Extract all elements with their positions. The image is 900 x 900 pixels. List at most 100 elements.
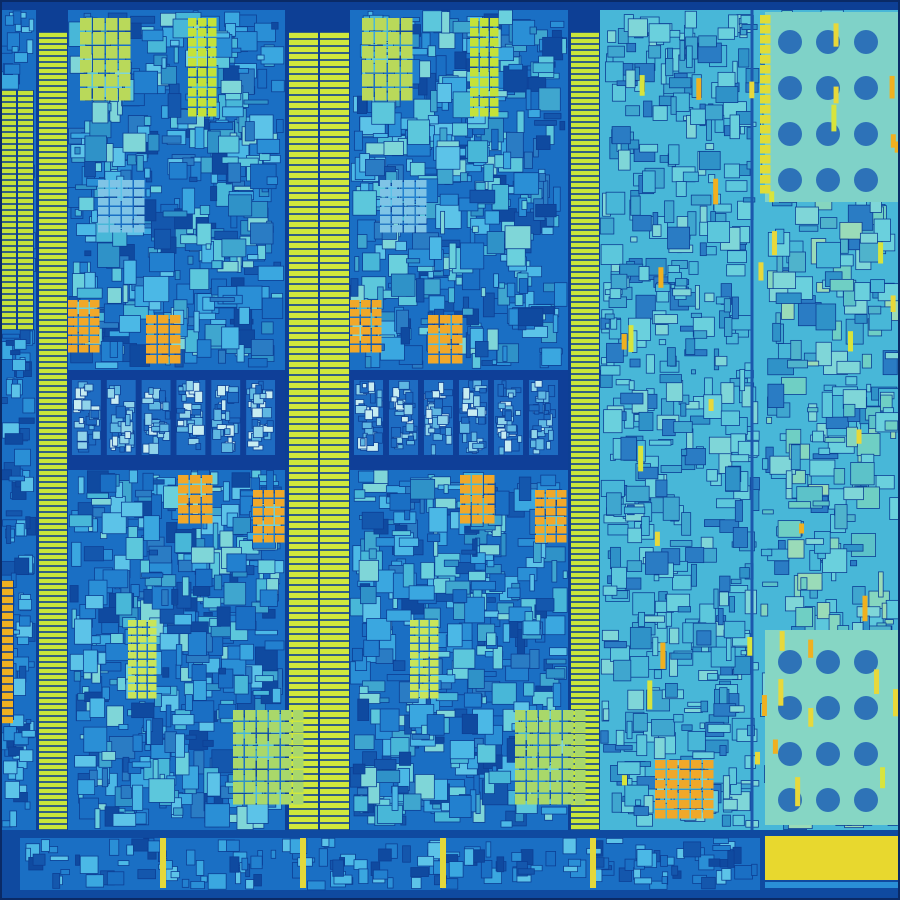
cell-array bbox=[198, 108, 207, 117]
die-block bbox=[386, 609, 412, 622]
die-block bbox=[212, 522, 219, 550]
cell-array bbox=[404, 207, 415, 215]
die-block bbox=[97, 652, 107, 665]
cache-cell bbox=[289, 620, 318, 627]
cell-array bbox=[146, 355, 157, 364]
cache-cell bbox=[571, 494, 599, 500]
die-block bbox=[79, 855, 99, 874]
cache-cell bbox=[39, 668, 67, 674]
cache-cell bbox=[39, 272, 67, 278]
die-block bbox=[216, 606, 231, 627]
die-block bbox=[259, 393, 267, 400]
cache-cell bbox=[39, 578, 67, 584]
cell-array bbox=[515, 722, 526, 733]
die-block bbox=[739, 369, 746, 392]
cell-array bbox=[264, 517, 274, 525]
die-block bbox=[3, 63, 21, 75]
die-block bbox=[690, 108, 706, 125]
cache-cell bbox=[571, 560, 599, 566]
io-pad bbox=[300, 838, 306, 888]
die-block bbox=[99, 473, 117, 493]
die-block bbox=[437, 484, 464, 491]
die-block bbox=[191, 664, 207, 681]
cell-array bbox=[452, 335, 463, 344]
die-block bbox=[836, 360, 861, 375]
die-block bbox=[199, 205, 211, 215]
die-block bbox=[691, 369, 696, 375]
die-block bbox=[426, 714, 445, 736]
cell-array bbox=[253, 535, 263, 543]
cache-cell bbox=[571, 38, 599, 44]
cache-cell bbox=[320, 557, 349, 564]
die-block bbox=[607, 30, 617, 43]
cell-array bbox=[679, 770, 690, 779]
cache-cell bbox=[1, 644, 13, 652]
cell-array bbox=[119, 32, 131, 45]
die-block bbox=[445, 427, 452, 436]
cache-cell bbox=[39, 146, 67, 152]
cache-cell bbox=[39, 350, 67, 356]
die-block bbox=[218, 667, 226, 675]
die-block bbox=[376, 397, 383, 408]
cache-cell bbox=[18, 294, 33, 300]
cache-cell bbox=[320, 536, 349, 543]
die-block bbox=[599, 217, 615, 235]
cache-cell bbox=[18, 150, 33, 156]
cell-array bbox=[269, 734, 280, 745]
die-block bbox=[385, 171, 398, 184]
die-block bbox=[247, 440, 260, 448]
cache-cell bbox=[289, 473, 318, 480]
die-block bbox=[845, 376, 858, 386]
die-block bbox=[653, 574, 660, 582]
die-block bbox=[91, 209, 98, 223]
cell-array bbox=[470, 98, 479, 107]
die-block bbox=[816, 241, 841, 269]
cell-array bbox=[410, 628, 419, 635]
cache-cell bbox=[39, 716, 67, 722]
die-block bbox=[843, 486, 864, 501]
cache-cell bbox=[1, 596, 13, 604]
die-block bbox=[375, 769, 401, 784]
cell-array bbox=[281, 710, 292, 721]
die-block bbox=[161, 589, 169, 606]
gpu-cell bbox=[878, 242, 884, 264]
die-block bbox=[672, 574, 692, 591]
cell-array bbox=[420, 636, 429, 643]
cell-array bbox=[527, 746, 538, 757]
die-block bbox=[636, 814, 653, 827]
die-block bbox=[448, 242, 457, 270]
cache-cell bbox=[1, 588, 13, 596]
die-block bbox=[839, 221, 863, 240]
die-block bbox=[193, 750, 205, 775]
die-block bbox=[730, 578, 742, 585]
cache-cell bbox=[1, 138, 16, 144]
cache-cell bbox=[571, 212, 599, 218]
die-block bbox=[171, 588, 179, 605]
die-block bbox=[774, 560, 790, 575]
cache-cell bbox=[289, 235, 318, 242]
cell-array bbox=[170, 315, 181, 324]
cell-array bbox=[484, 515, 495, 524]
cell-array bbox=[401, 18, 413, 31]
cache-cell bbox=[571, 92, 599, 98]
gpu-cell bbox=[761, 695, 767, 716]
cache-cell bbox=[18, 186, 33, 192]
die-block bbox=[694, 285, 700, 310]
die-block bbox=[229, 856, 240, 873]
cache-cell bbox=[320, 53, 349, 60]
gpu-cell bbox=[660, 642, 666, 669]
die-block bbox=[669, 540, 693, 547]
die-block bbox=[206, 796, 215, 804]
cell-array bbox=[420, 652, 429, 659]
die-block bbox=[661, 876, 668, 884]
cache-cell bbox=[289, 354, 318, 361]
cache-cell bbox=[289, 221, 318, 228]
cache-cell bbox=[320, 158, 349, 165]
cell-array bbox=[80, 32, 92, 45]
cache-cell bbox=[320, 655, 349, 662]
cell-array bbox=[119, 88, 131, 101]
die-block bbox=[725, 466, 741, 492]
gpu-cell bbox=[831, 104, 837, 132]
die-block bbox=[648, 439, 672, 446]
cell-array bbox=[264, 508, 274, 516]
